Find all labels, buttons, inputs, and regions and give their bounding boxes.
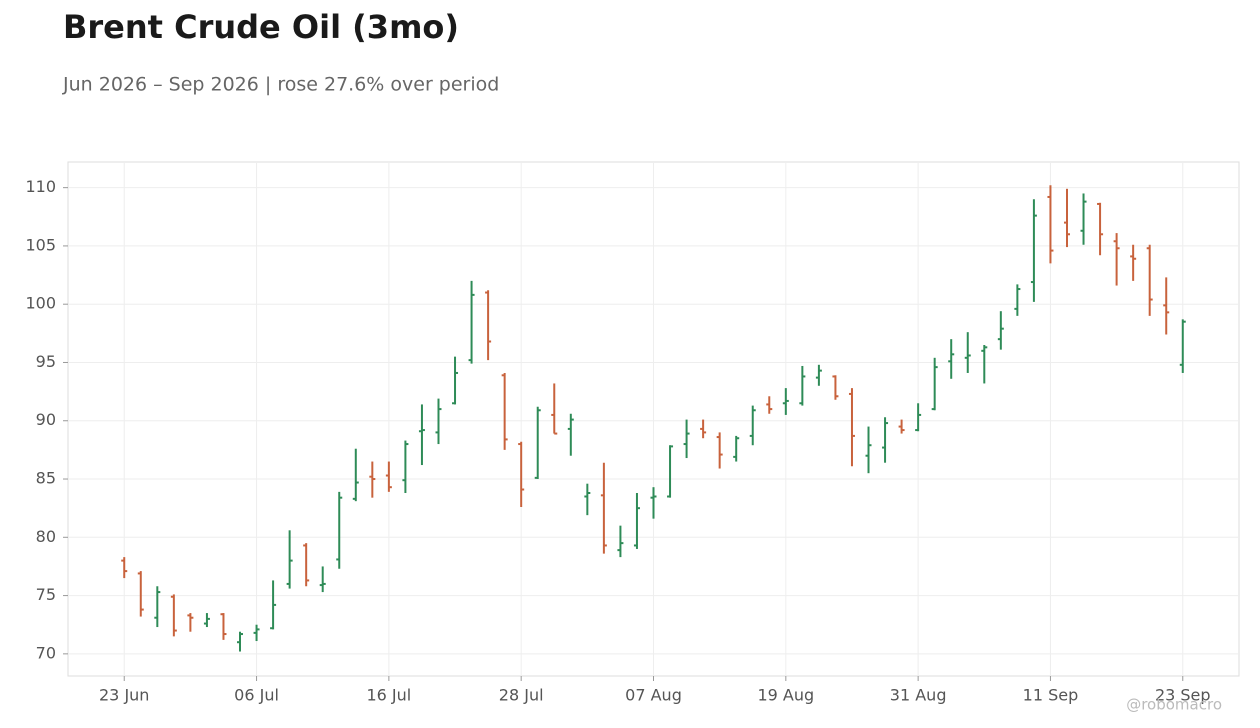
y-tick-label: 80 [36,527,56,546]
watermark: @robomacro [1126,696,1222,714]
x-tick-label: 23 Sep [1155,686,1211,705]
x-tick-label: 06 Jul [234,686,279,705]
x-tick-label: 23 Jun [99,686,149,705]
y-tick-label: 105 [25,235,56,254]
y-tick-label: 90 [36,410,56,429]
y-tick-label: 85 [36,469,56,488]
y-tick-label: 70 [36,643,56,662]
y-tick-label: 95 [36,352,56,371]
y-tick-label: 100 [25,294,56,313]
x-tick-label: 28 Jul [499,686,544,705]
x-tick-label: 11 Sep [1023,686,1079,705]
x-tick-label: 16 Jul [366,686,411,705]
y-tick-label: 75 [36,585,56,604]
chart-subtitle: Jun 2026 – Sep 2026 | rose 27.6% over pe… [62,74,499,96]
chart-title: Brent Crude Oil (3mo) [63,8,459,46]
y-tick-label: 110 [25,177,56,196]
x-tick-label: 31 Aug [890,686,947,705]
x-tick-label: 07 Aug [625,686,682,705]
x-tick-label: 19 Aug [757,686,814,705]
